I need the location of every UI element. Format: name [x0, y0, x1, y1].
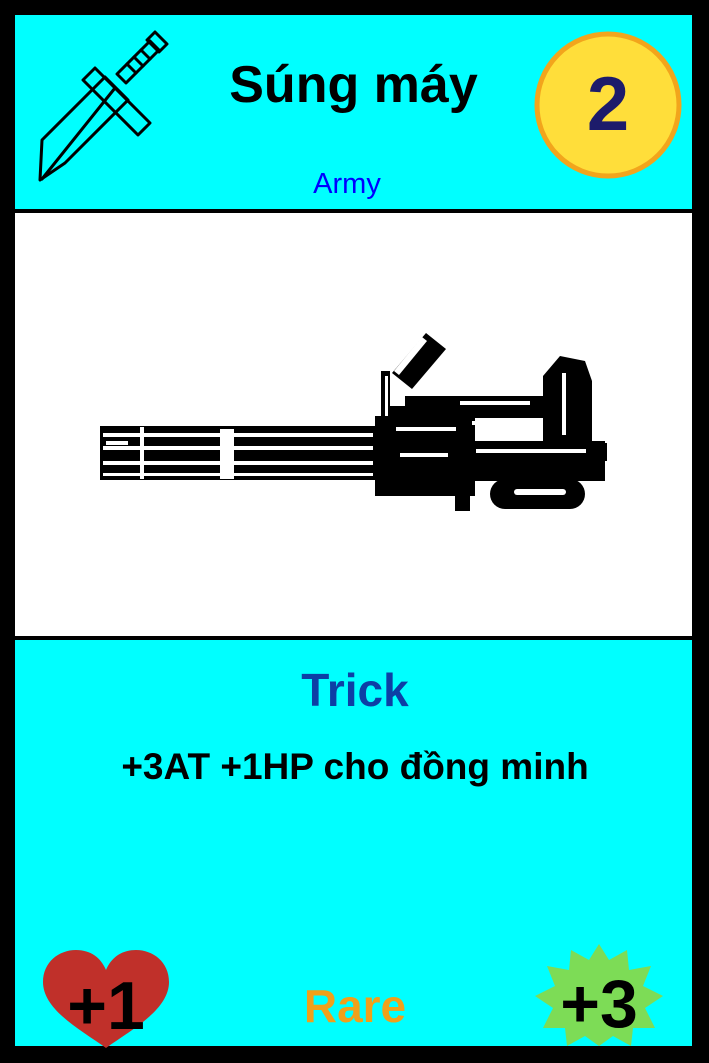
- card-effect-text: +3AT +1HP cho đồng minh: [121, 746, 589, 787]
- health-stat: +1: [41, 950, 171, 1050]
- card-title: Súng máy: [229, 56, 478, 114]
- sword-icon: [38, 30, 169, 182]
- burst-star-icon: [535, 944, 663, 1046]
- coin-icon: [534, 31, 682, 179]
- health-value: +1: [67, 968, 145, 1044]
- attack-value: +3: [560, 966, 638, 1042]
- attack-stat: +3: [535, 942, 663, 1046]
- card-body: Trick +3AT +1HP cho đồng minh +1 Rare +3: [15, 640, 692, 1048]
- card-rarity: Rare: [303, 980, 407, 1032]
- card-kind: Trick: [301, 664, 409, 716]
- card-header: Súng máy Army 2: [15, 15, 692, 209]
- cost-badge: 2: [533, 30, 683, 180]
- minigun-illustration: [100, 333, 607, 511]
- card-subtype: Army: [313, 168, 381, 200]
- cost-value: 2: [586, 62, 630, 147]
- heart-icon: [43, 950, 169, 1048]
- card-art: [15, 213, 692, 636]
